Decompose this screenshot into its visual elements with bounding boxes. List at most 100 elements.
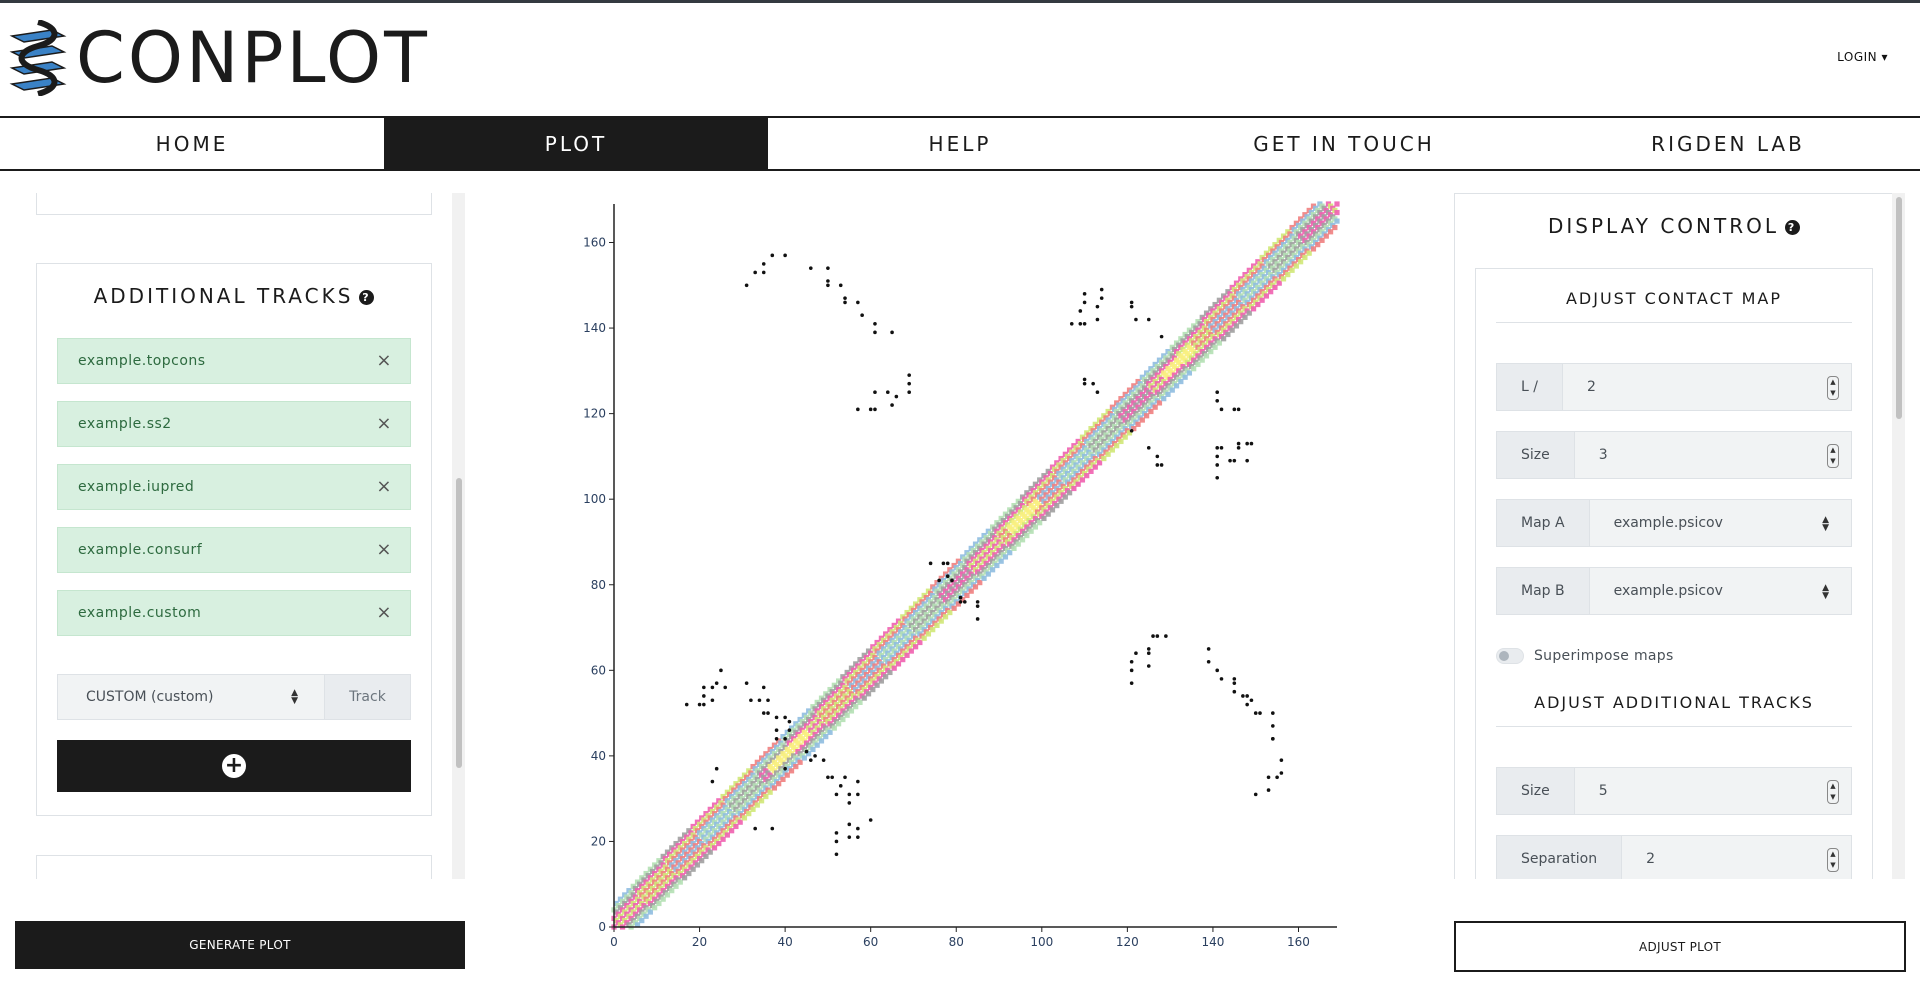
contact-point (697, 702, 702, 707)
question-circle-icon[interactable]: ? (1785, 220, 1801, 235)
contact-point (749, 698, 753, 703)
superimpose-toggle[interactable] (1496, 648, 1524, 664)
contact-map-svg[interactable]: 0 20 40 60 80 100 120 140 160 0 20 40 60 80 100 120 140 1… (566, 193, 1350, 953)
contact-point (1164, 634, 1168, 638)
scrollbar-thumb[interactable] (1896, 197, 1902, 419)
track-cell (1092, 464, 1098, 470)
track-cell (1084, 473, 1090, 479)
contact-point (843, 775, 847, 780)
right-panel-scrollbar[interactable] (1892, 193, 1905, 879)
track-size-input[interactable]: 5 ▲ ▼ (1574, 768, 1851, 814)
spinner-icon[interactable]: ▲ ▼ (1827, 444, 1839, 468)
track-cell (947, 609, 953, 616)
track-cell (763, 793, 769, 800)
track-cell (1049, 507, 1056, 513)
display-control-card: DISPLAY CONTROL? ADJUST CONTACT MAP L / … (1454, 193, 1894, 879)
track-cell (1096, 460, 1103, 466)
question-circle-icon[interactable]: ? (359, 290, 375, 305)
x-tick-label: 80 (949, 935, 964, 949)
contact-point (856, 300, 860, 305)
spinner-icon[interactable]: ▲ ▼ (1827, 376, 1839, 400)
nav-help[interactable]: HELP (928, 131, 992, 156)
scrollbar-thumb[interactable] (456, 478, 462, 768)
contact-point (1095, 390, 1100, 395)
track-cell (729, 828, 735, 834)
close-icon[interactable]: × (376, 413, 392, 434)
track-cell (703, 853, 709, 860)
track-cell (998, 558, 1004, 564)
close-icon[interactable]: × (376, 602, 392, 623)
track-cell (1007, 550, 1013, 556)
y-tick-label: 0 (598, 920, 606, 934)
spinner-icon[interactable]: ▲ ▼ (1827, 848, 1839, 872)
contact-point (826, 283, 830, 288)
contact-point (757, 698, 762, 703)
close-icon[interactable]: × (376, 539, 392, 560)
generate-plot-button[interactable]: GENERATE PLOT (15, 921, 465, 969)
track-cell (647, 909, 653, 915)
contact-point (702, 694, 706, 698)
contact-point (860, 313, 864, 318)
track-cell (968, 588, 974, 594)
map-a-select[interactable]: example.psicov ▲ ▼ (1589, 500, 1851, 546)
track-cell (1045, 511, 1051, 517)
y-tick-label: 140 (583, 321, 606, 335)
contact-map-plot[interactable]: 0 20 40 60 80 100 120 140 160 0 20 40 60 80 100 120 140 1… (566, 193, 1350, 953)
track-cell (1191, 366, 1197, 372)
l-factor-input[interactable]: 2 ▲ ▼ (1562, 364, 1851, 410)
track-cell (1015, 541, 1021, 547)
contact-point (907, 381, 911, 386)
l-factor-value: 2 (1586, 379, 1596, 395)
map-b-label: Map B (1497, 568, 1590, 614)
y-tick-label: 120 (583, 407, 606, 421)
contact-point (1099, 296, 1104, 300)
diagonal-tracks-layer (611, 201, 1340, 930)
nav-home[interactable]: HOME (155, 131, 229, 156)
login-dropdown[interactable]: LOGIN ▾ (1837, 50, 1888, 64)
track-format-select[interactable]: CUSTOM (custom) ▲ ▼ (58, 675, 324, 719)
contact-size-input[interactable]: 3 ▲ ▼ (1574, 432, 1851, 478)
logo-text[interactable]: CONPLOT (76, 17, 430, 99)
contact-point (761, 685, 766, 690)
contact-point (834, 839, 839, 844)
track-cell (699, 858, 705, 864)
add-track-button[interactable]: + (57, 740, 411, 792)
track-cell (1225, 331, 1231, 338)
contact-point (702, 685, 706, 690)
left-panel-scrollbar[interactable] (452, 193, 465, 879)
contact-point (873, 321, 877, 326)
close-icon[interactable]: × (376, 476, 392, 497)
adjust-contact-map-title: ADJUST CONTACT MAP (1496, 289, 1852, 323)
contact-point (1095, 304, 1100, 309)
contact-point (1155, 634, 1160, 638)
track-cell (1319, 237, 1325, 243)
contact-point (1279, 758, 1284, 762)
contact-point (783, 766, 787, 771)
track-cell (1028, 528, 1034, 534)
track-cell (1037, 520, 1043, 526)
l-factor-label: L / (1497, 364, 1563, 410)
conplot-logo-icon[interactable] (8, 20, 70, 96)
nav-get-in-touch[interactable]: GET IN TOUCH (1253, 131, 1435, 156)
adjust-plot-button[interactable]: ADJUST PLOT (1454, 921, 1906, 972)
separation-input[interactable]: 2 ▲ ▼ (1622, 836, 1851, 879)
display-control-title: DISPLAY CONTROL? (1455, 214, 1893, 238)
contact-point (838, 283, 843, 288)
track-cell (878, 678, 884, 684)
track-cell (1105, 451, 1111, 457)
track-cell (1144, 413, 1150, 419)
nav-plot[interactable]: PLOT (384, 118, 768, 169)
spinner-icon[interactable]: ▲ ▼ (1827, 780, 1839, 804)
nav-rigden-lab[interactable]: RIGDEN LAB (1651, 131, 1805, 156)
contact-point (1275, 775, 1279, 780)
contact-point (774, 715, 779, 720)
contact-point (744, 283, 749, 288)
select-arrows-icon: ▲ ▼ (1822, 583, 1829, 601)
track-cell (1122, 434, 1128, 440)
contact-point (1215, 398, 1220, 403)
contact-point (873, 390, 877, 395)
close-icon[interactable]: × (376, 350, 392, 371)
track-cell (1126, 430, 1133, 436)
contact-point (868, 407, 873, 412)
map-b-select[interactable]: example.psicov ▲ ▼ (1589, 568, 1851, 614)
